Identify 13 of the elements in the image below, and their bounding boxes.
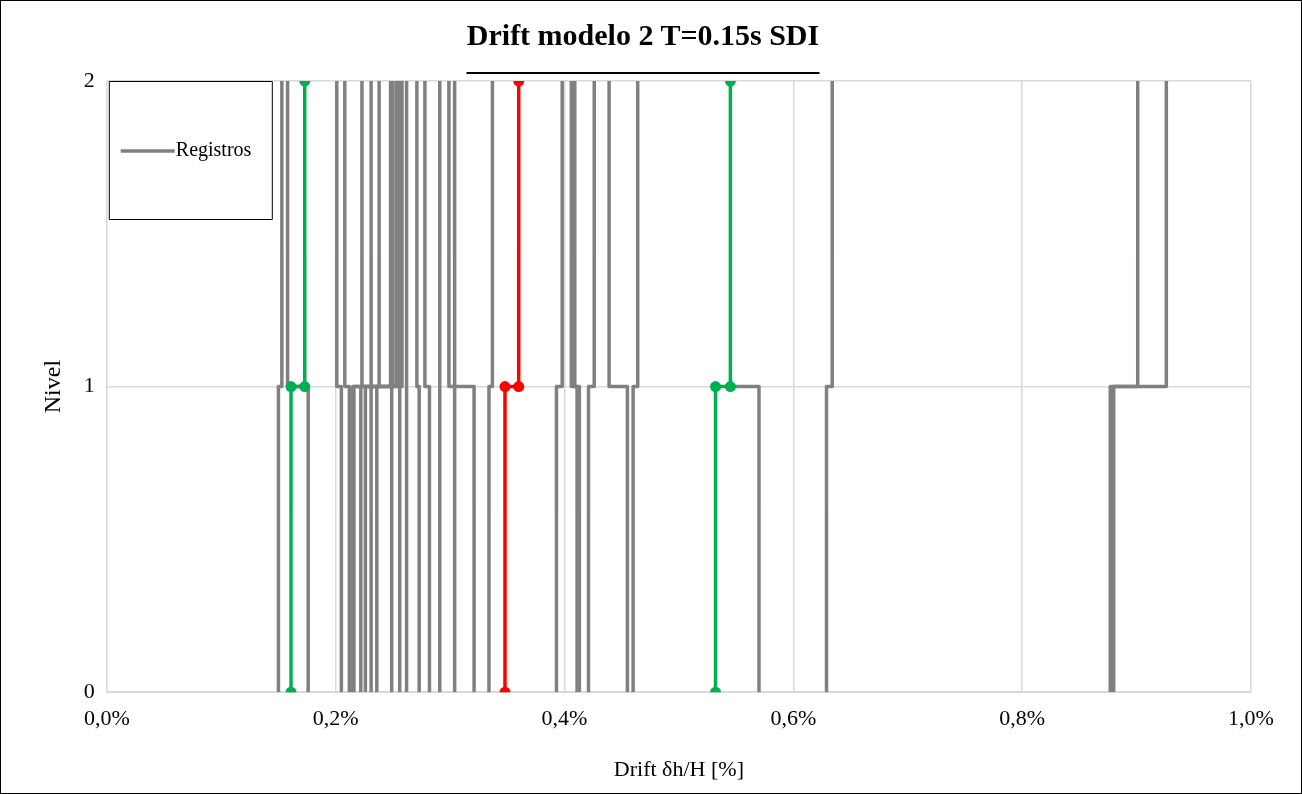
x-tick-label: 0,2% — [312, 705, 359, 731]
y-tick-label: 1 — [83, 372, 95, 398]
x-tick-label: 0,6% — [770, 705, 817, 731]
y-tick-label: 0 — [83, 677, 95, 703]
y-tick-label: 2 — [83, 66, 95, 92]
x-tick-label: 0,0% — [83, 705, 130, 731]
x-tick-label: 0,8% — [999, 705, 1046, 731]
y-axis-title: Nivel — [38, 359, 65, 414]
x-axis-title: Drift δh/H [%] — [613, 755, 744, 781]
legend-label: Registros — [175, 138, 252, 162]
x-tick-label: 0,4% — [541, 705, 588, 731]
x-tick-label: 1,0% — [1228, 705, 1274, 731]
chart-title: Drift modelo 2 T=0.15s SDI — [466, 17, 820, 51]
